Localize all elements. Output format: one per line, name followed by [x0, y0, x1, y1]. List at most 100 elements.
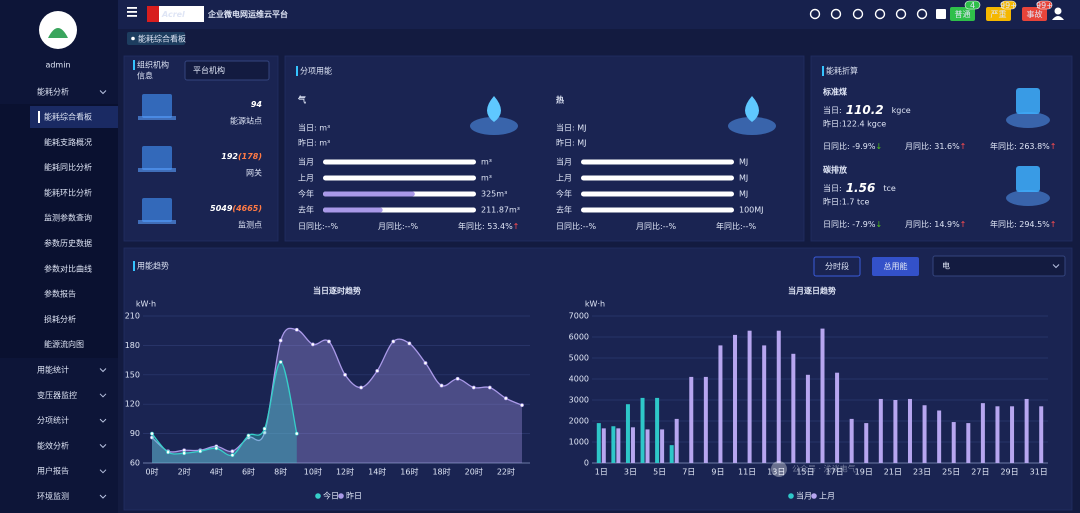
bar [893, 400, 898, 463]
today-value: 110.2 [846, 103, 884, 117]
panel-title: 组织机构 [137, 60, 169, 70]
menu-group[interactable] [0, 80, 118, 104]
chevron [99, 469, 107, 474]
button[interactable] [813, 256, 861, 277]
ratio: 年同比: 263.8%↑ [990, 141, 1056, 151]
toolbar-icon[interactable] [936, 9, 946, 19]
stat-icon-base [138, 220, 176, 224]
submenu-item[interactable]: 损耗分析 [44, 314, 76, 324]
toolbar-icon[interactable] [852, 8, 864, 20]
panel-title: 能耗折算 [826, 66, 858, 76]
button-label[interactable]: 总用能 [884, 261, 908, 271]
toolbar-icon[interactable] [916, 8, 928, 20]
alarm-badge[interactable] [950, 7, 975, 21]
series-point [520, 403, 524, 408]
ratio-label: 年同比: [990, 219, 1019, 229]
toolbar-icon[interactable] [874, 8, 886, 20]
title-bar [296, 66, 298, 76]
ratio-value: --% [743, 222, 757, 231]
row-label: 上月 [298, 174, 314, 183]
stat-number: 94 [251, 100, 263, 109]
alarm-badge[interactable] [986, 7, 1011, 21]
bar [718, 345, 723, 463]
submenu-item[interactable]: 能源流向图 [44, 339, 84, 349]
y-axis-label: kW·h [136, 300, 156, 309]
series-point [214, 446, 219, 451]
legend-swatch[interactable] [788, 493, 794, 499]
submenu-item[interactable]: 参数历史数据 [44, 238, 92, 248]
badge-count: 99+ [1000, 1, 1017, 10]
bar [1039, 406, 1044, 463]
menu-item[interactable]: 能效分析 [37, 440, 69, 450]
legend-label[interactable]: 上月 [819, 492, 835, 501]
series-point [487, 385, 492, 390]
alarm-badge[interactable] [1022, 7, 1047, 21]
series-point [423, 361, 428, 365]
ratio: 年同比:--% [716, 221, 756, 231]
legend-label[interactable]: 当月 [796, 491, 812, 501]
row-label: 当月 [298, 157, 314, 167]
badge-count: 4 [970, 1, 975, 10]
submenu-item[interactable]: 参数报告 [44, 289, 76, 299]
ratio-label: 年同比: [458, 221, 487, 231]
submenu-item[interactable]: 能耗环比分析 [44, 187, 92, 197]
conversion-icon-base [1006, 112, 1050, 128]
ratio: 年同比: 53.4%↑ [458, 221, 519, 231]
row-value: 325m³ [481, 190, 507, 199]
submenu-item[interactable]: 监测参数查询 [44, 213, 92, 223]
legend-swatch[interactable] [338, 493, 344, 499]
select[interactable] [932, 255, 1066, 277]
x-tick-label: 19日 [855, 468, 873, 477]
watermark-logo [771, 461, 787, 477]
submenu-item[interactable]: 能耗同比分析 [44, 162, 92, 172]
button[interactable] [872, 257, 919, 276]
row-bar [581, 159, 734, 165]
series-point [278, 360, 283, 364]
menu-item[interactable]: 分项统计 [37, 415, 69, 425]
toolbar-icon[interactable] [809, 8, 821, 20]
bar [747, 330, 752, 463]
legend-swatch[interactable] [811, 493, 817, 499]
x-tick-label: 6时 [242, 467, 255, 477]
legend-label[interactable]: 今日 [323, 491, 339, 501]
series-point [246, 433, 251, 438]
series-point [198, 449, 203, 454]
submenu-item[interactable]: 能耗综合看板 [44, 112, 92, 122]
legend-label[interactable]: 昨日 [346, 491, 362, 501]
stat-sub: (178) [238, 152, 262, 161]
active-bar [38, 111, 40, 123]
org-select[interactable] [184, 60, 270, 81]
submenu-item[interactable]: 参数对比曲线 [44, 263, 92, 273]
legend-swatch[interactable] [315, 493, 321, 499]
y-tick-label: 3000 [569, 396, 589, 405]
bar [864, 423, 869, 463]
ratio-value: 263.8% [1019, 142, 1050, 151]
ratio-value: 14.9% [934, 220, 960, 229]
chevron [1052, 264, 1060, 269]
chevron [99, 418, 107, 423]
x-tick-label: 12时 [336, 467, 354, 477]
series-point [407, 341, 412, 346]
menu-item[interactable]: 用能统计 [37, 365, 69, 375]
active-item [30, 106, 118, 128]
conversion-yesterday: 昨日:122.4 kgce [823, 119, 886, 129]
toolbar-icon[interactable] [830, 8, 842, 20]
series-point [391, 339, 396, 344]
menu-item[interactable]: 环境监测 [37, 491, 69, 501]
y-tick-label: 90 [130, 429, 140, 438]
conversion-today: 当日: 110.2 kgce [823, 103, 911, 117]
toolbar-icon[interactable] [895, 8, 907, 20]
series-point [262, 426, 267, 431]
energy-today: 当日: m³ [298, 123, 330, 133]
title-bar [822, 66, 824, 76]
button-label[interactable]: 分时段 [825, 261, 849, 271]
ratio-value: 53.4% [487, 222, 513, 231]
tab[interactable] [127, 32, 185, 45]
menu-item[interactable]: 变压器监控 [37, 390, 77, 400]
stat-number: 5049 [210, 204, 233, 213]
conversion-today: 当日: 1.56 tce [823, 181, 896, 195]
submenu-item[interactable]: 能耗支路概况 [44, 137, 92, 147]
menu-item[interactable]: 用户报告 [37, 466, 69, 476]
logo-red [147, 6, 159, 22]
series-area [152, 328, 522, 463]
